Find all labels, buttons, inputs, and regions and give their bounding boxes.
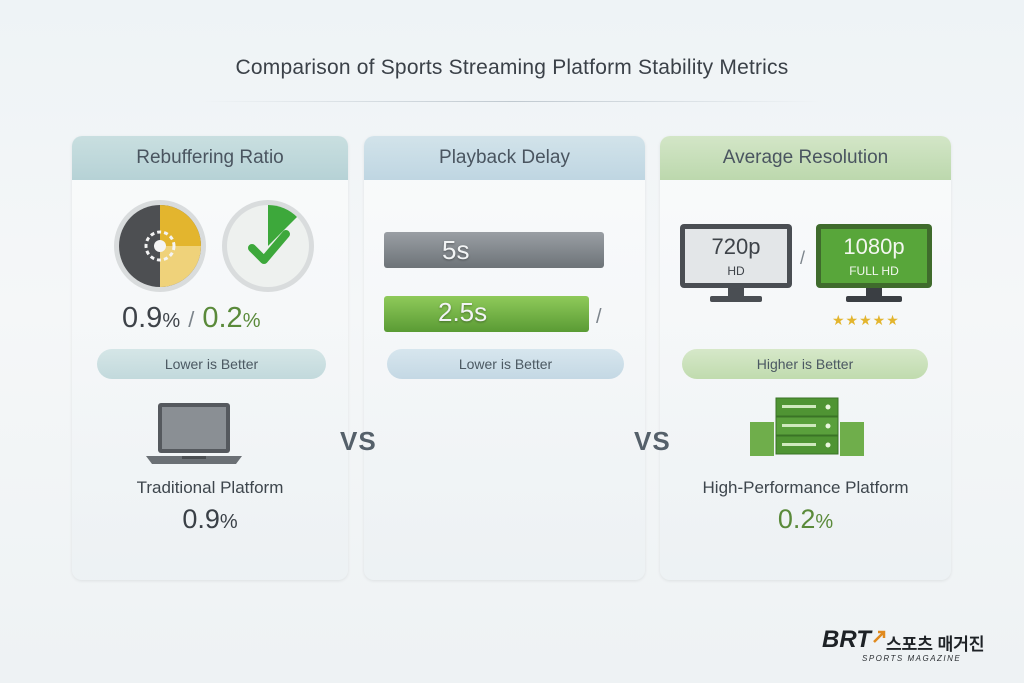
brt-sports-magazine-logo: BRT 스포츠 매거진 SPORTS MAGAZINE xyxy=(822,626,992,666)
monitor-720p-icon: 720p HD xyxy=(680,224,792,304)
traditional-platform-value: 0.9% xyxy=(72,504,348,535)
traditional-platform-label: Traditional Platform xyxy=(136,478,284,497)
vs-label-right: VS xyxy=(634,426,671,456)
separator: / xyxy=(800,248,806,268)
delay-bar-traditional-label: 5s xyxy=(442,235,470,265)
logo-brand: BRT xyxy=(822,626,871,653)
rebuffering-value-a: 0.9 xyxy=(122,302,163,334)
percent-sign: % xyxy=(162,310,181,332)
title-divider xyxy=(200,101,824,102)
rebuffering-value-b: 0.2 xyxy=(202,302,243,334)
monitor-1080p-icon: 1080p FULL HD xyxy=(816,224,932,304)
percent-sign: % xyxy=(219,511,238,533)
logo-korean-text: 스포츠 매거진 xyxy=(886,635,985,654)
separator: / xyxy=(188,307,195,332)
resolution-header: Average Resolution xyxy=(660,136,951,180)
playback-delay-header: Playback Delay xyxy=(364,136,645,180)
buffering-gauge-icon xyxy=(114,200,206,292)
logo-tagline: SPORTS MAGAZINE xyxy=(862,654,962,663)
rebuffering-panel: Rebuffering Ratio 0.9% / 0.2% Lower is B… xyxy=(72,136,348,580)
monitor-1080p-resolution: 1080p xyxy=(843,234,905,259)
high-performance-platform-label: High-Performance Platform xyxy=(702,478,909,497)
rebuffering-header: Rebuffering Ratio xyxy=(72,136,348,180)
traditional-value-number: 0.9 xyxy=(182,504,220,534)
separator: / xyxy=(596,306,602,328)
high-performance-value-number: 0.2 xyxy=(777,504,816,534)
percent-sign: % xyxy=(815,511,834,533)
delay-bar-high-performance xyxy=(384,296,589,332)
higher-is-better-pill: Higher is Better xyxy=(682,349,928,379)
monitor-720p-quality: HD xyxy=(727,264,745,278)
resolution-panel: Average Resolution 720p HD / 1080p FULL … xyxy=(660,136,951,580)
server-stack-icon xyxy=(750,397,864,456)
high-performance-platform-value: 0.2% xyxy=(660,504,951,535)
monitor-1080p-quality: FULL HD xyxy=(849,264,899,278)
delay-bar-high-performance-label: 2.5s xyxy=(438,297,488,327)
lower-is-better-pill: Lower is Better xyxy=(97,349,326,379)
check-gauge-icon xyxy=(222,200,314,292)
rebuffering-values: 0.9% / 0.2% xyxy=(122,302,261,335)
page-title: Comparison of Sports Streaming Platform … xyxy=(235,56,789,79)
rating-stars-icon: ★★★★★ xyxy=(832,312,900,328)
laptop-icon xyxy=(146,403,242,464)
lower-is-better-pill: Lower is Better xyxy=(387,349,624,379)
playback-delay-panel: Playback Delay 5s 2.5s / Lower is Better xyxy=(364,136,645,580)
percent-sign: % xyxy=(242,310,261,332)
logo-arrow-icon xyxy=(873,630,886,643)
delay-bar-traditional xyxy=(384,232,604,268)
monitor-720p-resolution: 720p xyxy=(711,234,761,259)
vs-label-left: VS xyxy=(340,426,377,456)
